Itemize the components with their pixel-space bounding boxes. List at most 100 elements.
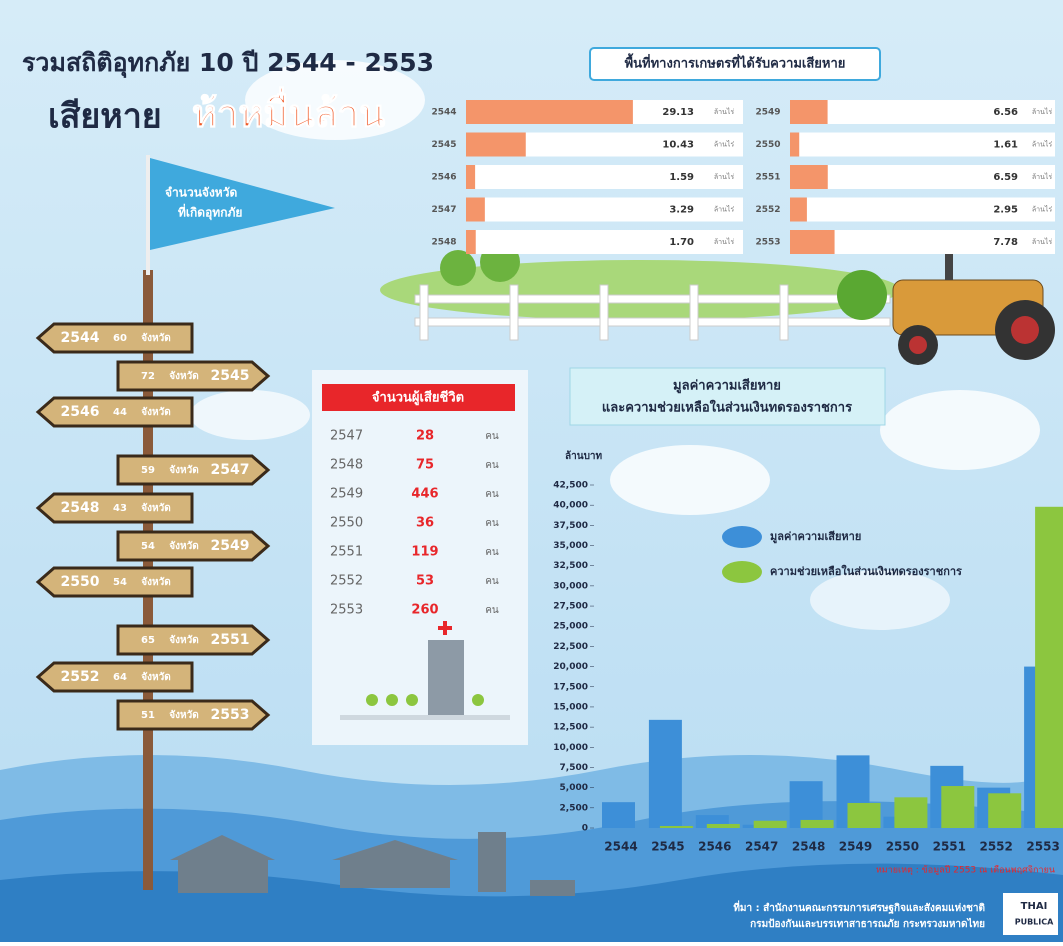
- legend-label: มูลค่าความเสียหาย: [770, 530, 861, 544]
- category-label: 2549: [755, 108, 780, 118]
- cloud: [610, 445, 770, 515]
- y-tick-label: 22,500: [553, 642, 588, 652]
- sign-count: 54: [113, 577, 127, 588]
- bar-track: [466, 198, 743, 222]
- source: กรมป้องกันและบรรเทาสาธารณภัย กระทรวงมหาด…: [750, 917, 985, 930]
- death-count: 53: [416, 574, 434, 589]
- category-label: 2546: [431, 173, 456, 183]
- cloud: [810, 570, 950, 630]
- sign-year: 2553: [211, 707, 250, 723]
- value-label: 1.61: [993, 140, 1018, 151]
- x-tick-label: 2549: [839, 840, 872, 854]
- bar: [466, 133, 526, 157]
- bar: [466, 198, 485, 222]
- sign-unit: จังหวัด: [141, 671, 170, 683]
- chart-title-box: [570, 368, 885, 425]
- legend-swatch: [722, 526, 762, 548]
- value-unit: ล้านไร่: [1032, 107, 1053, 116]
- logo-box: [1003, 893, 1058, 935]
- value-unit: ล้านไร่: [1032, 172, 1053, 181]
- flag-title: จำนวนจังหวัด: [165, 186, 237, 200]
- death-count: 75: [416, 458, 434, 473]
- bar: [466, 100, 633, 124]
- x-tick-label: 2552: [979, 840, 1012, 854]
- source: ที่มา : สำนักงานคณะกรรมการเศรษฐกิจและสัง…: [733, 900, 985, 914]
- y-tick-label: 27,500: [553, 602, 588, 612]
- bar: [707, 824, 740, 828]
- legend-swatch: [722, 561, 762, 583]
- sign-year: 2547: [211, 462, 250, 478]
- y-tick-label: 5,000: [560, 783, 588, 793]
- bar: [1035, 507, 1063, 828]
- sign-unit: จังหวัด: [141, 576, 170, 588]
- bar: [790, 230, 835, 254]
- value-unit: ล้านไร่: [714, 205, 735, 214]
- chart-title: และความช่วยเหลือในส่วนเงินทดรองราชการ: [602, 399, 852, 416]
- value-label: 6.56: [993, 107, 1018, 118]
- y-tick-label: 35,000: [553, 541, 588, 551]
- value-label: 3.29: [669, 205, 694, 216]
- y-tick-label: 17,500: [553, 682, 588, 692]
- flag-title: ที่เกิดอุทกภัย: [178, 204, 242, 221]
- death-year: 2549: [330, 487, 363, 502]
- value-label: 1.59: [669, 172, 694, 183]
- sign-unit: จังหวัด: [169, 709, 198, 721]
- legend-label: ความช่วยเหลือในส่วนเงินทดรองราชการ: [770, 564, 962, 578]
- bar: [790, 198, 807, 222]
- deaths-title: จำนวนผู้เสียชีวิต: [372, 390, 464, 406]
- y-tick-label: 20,000: [553, 662, 588, 672]
- bar: [466, 230, 476, 254]
- value-unit: ล้านไร่: [714, 140, 735, 149]
- death-count: 260: [411, 603, 438, 618]
- death-year: 2548: [330, 458, 363, 473]
- death-unit: คน: [485, 605, 499, 616]
- x-tick-label: 2553: [1026, 840, 1059, 854]
- value-unit: ล้านไร่: [714, 237, 735, 246]
- value-label: 7.78: [993, 237, 1018, 248]
- value-label: 6.59: [993, 172, 1018, 183]
- cloud: [880, 390, 1040, 470]
- death-unit: คน: [485, 547, 499, 558]
- sign-count: 60: [113, 333, 127, 344]
- death-year: 2553: [330, 603, 363, 618]
- category-label: 2553: [755, 238, 780, 248]
- sign-count: 43: [113, 503, 127, 514]
- tree: [837, 270, 887, 320]
- bar: [649, 720, 682, 828]
- bar: [848, 803, 881, 828]
- sign-year: 2545: [211, 368, 250, 384]
- x-tick-label: 2548: [792, 840, 825, 854]
- death-unit: คน: [485, 489, 499, 500]
- death-count: 119: [411, 545, 438, 560]
- y-tick-label: 12,500: [553, 723, 588, 733]
- death-unit: คน: [485, 431, 499, 442]
- bar: [941, 786, 974, 828]
- bar: [754, 821, 787, 828]
- y-axis-label: ล้านบาท: [565, 450, 603, 462]
- x-tick-label: 2551: [933, 840, 966, 854]
- sign-year: 2551: [211, 632, 250, 648]
- sign-unit: จังหวัด: [141, 332, 170, 344]
- death-year: 2550: [330, 516, 363, 531]
- sign-count: 51: [141, 710, 155, 721]
- x-tick-label: 2547: [745, 840, 778, 854]
- bar-track: [466, 230, 743, 254]
- value-unit: ล้านไร่: [1032, 205, 1053, 214]
- death-year: 2547: [330, 429, 363, 444]
- bar: [790, 133, 799, 157]
- death-unit: คน: [485, 576, 499, 587]
- y-tick-label: 32,500: [553, 561, 588, 571]
- sign-year: 2548: [61, 500, 100, 516]
- value-unit: ล้านไร่: [714, 107, 735, 116]
- category-label: 2548: [431, 238, 456, 248]
- sign-year: 2550: [61, 574, 100, 590]
- flag-pole: [146, 155, 150, 275]
- sign-count: 64: [113, 672, 127, 683]
- category-label: 2545: [431, 140, 456, 150]
- note: หมายเหตุ : ข้อมูลปี 2553 ณ เดือนพฤศจิกาย…: [876, 865, 1055, 876]
- cloud: [190, 390, 310, 440]
- bar: [790, 100, 828, 124]
- sign-year: 2546: [61, 404, 100, 420]
- x-tick-label: 2544: [604, 840, 637, 854]
- chart-title: มูลค่าความเสียหาย: [673, 378, 781, 394]
